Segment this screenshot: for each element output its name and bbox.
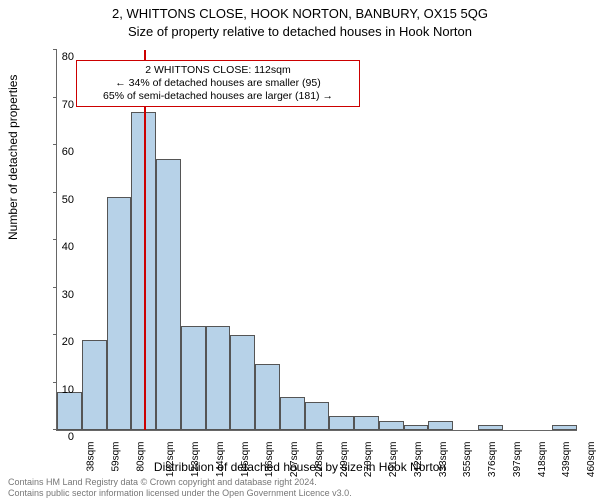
annotation-box: 2 WHITTONS CLOSE: 112sqm ← 34% of detach… [76,60,360,107]
footer-line-2: Contains public sector information licen… [8,488,352,498]
histogram-bar [478,425,503,430]
y-tick-label: 10 [34,384,74,396]
x-tick-label: 418sqm [537,442,548,478]
y-tick-mark [53,192,57,193]
x-tick-label: 249sqm [339,442,350,478]
y-tick-label: 30 [34,289,74,301]
x-tick-label: 102sqm [165,442,176,478]
histogram-bar [181,326,206,431]
x-tick-label: 80sqm [135,442,146,472]
y-axis-label: Number of detached properties [6,75,20,240]
x-tick-label: 460sqm [586,442,597,478]
histogram-bar [428,421,453,431]
histogram-bar [57,392,82,430]
y-tick-mark [53,49,57,50]
x-tick-label: 228sqm [314,442,325,478]
annotation-line-3: 65% of semi-detached houses are larger (… [83,90,353,103]
y-tick-mark [53,382,57,383]
y-tick-label: 0 [34,431,74,443]
x-tick-label: 59sqm [110,442,121,472]
x-tick-label: 291sqm [388,442,399,478]
x-tick-label: 376sqm [487,442,498,478]
y-tick-label: 50 [34,194,74,206]
histogram-bar [305,402,330,431]
x-tick-label: 270sqm [363,442,374,478]
histogram-bar [379,421,404,431]
chart-title-address: 2, WHITTONS CLOSE, HOOK NORTON, BANBURY,… [0,6,600,21]
y-tick-label: 20 [34,336,74,348]
histogram-bar [329,416,354,430]
x-tick-label: 38sqm [86,442,97,472]
y-tick-mark [53,334,57,335]
histogram-bar [404,425,429,430]
y-tick-mark [53,239,57,240]
x-tick-label: 397sqm [512,442,523,478]
histogram-bar [230,335,255,430]
histogram-chart: 2, WHITTONS CLOSE, HOOK NORTON, BANBURY,… [0,0,600,500]
footer-attribution: Contains HM Land Registry data © Crown c… [8,477,352,498]
x-tick-label: 186sqm [264,442,275,478]
histogram-bar [255,364,280,431]
y-tick-label: 60 [34,146,74,158]
y-tick-label: 80 [34,51,74,63]
y-tick-label: 70 [34,99,74,111]
annotation-line-1: 2 WHITTONS CLOSE: 112sqm [83,64,353,77]
y-tick-mark [53,97,57,98]
annotation-line-2: ← 34% of detached houses are smaller (95… [83,77,353,90]
histogram-bar [552,425,577,430]
histogram-bar [354,416,379,430]
y-tick-label: 40 [34,241,74,253]
x-tick-label: 439sqm [562,442,573,478]
x-tick-label: 333sqm [438,442,449,478]
x-tick-label: 207sqm [289,442,300,478]
y-tick-mark [53,144,57,145]
histogram-bar [107,197,132,430]
histogram-bar [82,340,107,430]
x-tick-label: 355sqm [463,442,474,478]
x-tick-label: 144sqm [215,442,226,478]
histogram-bar [280,397,305,430]
chart-subtitle: Size of property relative to detached ho… [0,24,600,39]
footer-line-1: Contains HM Land Registry data © Crown c… [8,477,352,487]
x-tick-label: 165sqm [240,442,251,478]
x-tick-label: 123sqm [190,442,201,478]
histogram-bar [156,159,181,430]
y-tick-mark [53,287,57,288]
histogram-bar [206,326,231,431]
x-tick-label: 312sqm [413,442,424,478]
